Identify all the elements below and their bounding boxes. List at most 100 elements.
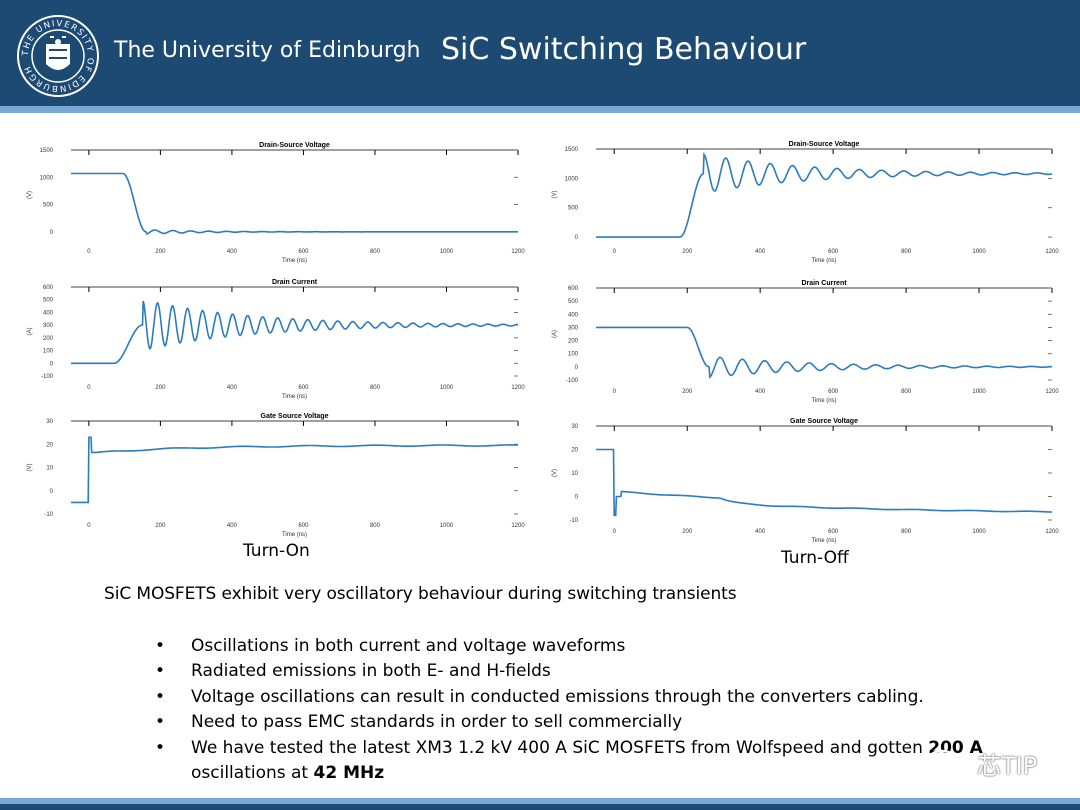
- x-tick-label: 1200: [511, 249, 525, 255]
- y-tick-label: 1000: [40, 175, 54, 181]
- bullet-dot: •: [155, 636, 166, 656]
- header-strip: [0, 106, 1080, 113]
- y-tick-label: 30: [571, 424, 578, 430]
- intro-text: SiC MOSFETS exhibit very oscillatory beh…: [104, 584, 737, 604]
- x-tick-label: 1200: [1045, 529, 1059, 535]
- y-tick-label: 300: [568, 325, 579, 331]
- bullet-item: • Voltage oscillations can result in cond…: [155, 685, 1035, 710]
- bullet-dot: •: [155, 712, 166, 733]
- x-tick-label: 200: [155, 249, 166, 255]
- x-tick-label: 1000: [440, 523, 454, 529]
- chart-panel: Drain-Source Voltage 0 200 400 600 800 1000 120…: [27, 142, 525, 264]
- x-tick-label: 800: [370, 523, 381, 529]
- y-tick-label: 0: [575, 365, 579, 371]
- bullet-item: • Radiated emissions in both E- and H-fie…: [155, 659, 1035, 684]
- series-line: [71, 436, 518, 504]
- watermark-text: 芯TIP: [977, 752, 1038, 780]
- chat-bubble-icon: [925, 749, 968, 778]
- x-tick-label: 0: [87, 523, 91, 529]
- x-tick-label: 1000: [972, 249, 986, 255]
- series-line: [596, 326, 1053, 379]
- y-tick-label: 100: [568, 352, 579, 358]
- x-tick-label: 800: [370, 249, 381, 255]
- y-tick-label: 0: [50, 230, 54, 236]
- y-tick-label: 500: [43, 203, 54, 209]
- y-tick-label: 600: [568, 286, 579, 292]
- y-tick-label: 1000: [565, 176, 579, 182]
- x-tick-label: 0: [613, 529, 617, 535]
- x-tick-label: 1200: [1045, 249, 1059, 255]
- x-tick-label: 800: [901, 529, 912, 535]
- y-tick-label: 300: [43, 323, 54, 329]
- x-tick-label: 600: [298, 249, 309, 255]
- chart-title: Drain Current: [801, 280, 847, 287]
- bullet-text-mid: oscillations at: [191, 763, 314, 784]
- chart-panel: Drain Current 0 200 400 600 800 1000 1200 -100 0 1…: [552, 280, 1059, 404]
- y-tick-label: 20: [571, 448, 578, 454]
- y-tick-label: -100: [41, 374, 54, 380]
- y-tick-label: 500: [43, 298, 54, 304]
- watermark: 芯TIP: [925, 744, 1055, 784]
- chart-panel: Drain Current 0 200 400 600 800 1000 1200 -100 0 1…: [27, 279, 525, 400]
- x-tick-label: 1200: [511, 385, 525, 391]
- y-tick-label: 600: [43, 285, 54, 291]
- y-tick-label: 10: [46, 466, 53, 472]
- chart-title: Gate Source Voltage: [790, 418, 858, 425]
- x-tick-label: 1000: [440, 385, 454, 391]
- x-axis-label: Time (ns): [282, 394, 307, 400]
- bullet-item: • Need to pass EMC standards in order to …: [155, 710, 1035, 735]
- y-tick-label: 0: [575, 235, 579, 241]
- bullet-bold-current: 200 A: [928, 737, 983, 758]
- x-tick-label: 0: [613, 389, 617, 395]
- y-tick-label: 200: [43, 336, 54, 342]
- x-axis-label: Time (ns): [811, 538, 836, 544]
- y-tick-label: 0: [50, 489, 54, 495]
- turn-off-caption: Turn-Off: [781, 548, 849, 568]
- y-axis-label: (V): [552, 191, 558, 199]
- y-tick-label: 500: [568, 206, 579, 212]
- turn-on-figure: Drain-Source Voltage 0 200 400 600 800 1000 120…: [26, 136, 532, 544]
- slide-header: THE UNIVERSITY OF EDINBURGH The Universi…: [0, 0, 1080, 106]
- x-tick-label: 200: [682, 529, 693, 535]
- x-axis-label: Time (ns): [811, 398, 836, 404]
- x-tick-label: 0: [87, 385, 91, 391]
- bullet-bold-frequency: 42 MHz: [313, 763, 385, 784]
- y-tick-label: 30: [46, 419, 53, 425]
- bullet-item: • We have tested the latest XM3 1.2 kV 40…: [155, 736, 1035, 787]
- y-tick-label: 20: [46, 442, 53, 448]
- x-tick-label: 800: [370, 385, 381, 391]
- x-axis-label: Time (ns): [282, 532, 307, 538]
- x-tick-label: 400: [227, 249, 238, 255]
- chart-title: Gate Source Voltage: [261, 413, 329, 420]
- y-tick-label: -10: [569, 518, 578, 524]
- chart-title: Drain-Source Voltage: [789, 141, 860, 148]
- bullet-text: We have tested the latest XM3 1.2 kV 400…: [191, 737, 929, 758]
- x-tick-label: 200: [682, 389, 693, 395]
- bullet-dot: •: [155, 661, 166, 682]
- y-tick-label: 0: [575, 495, 579, 501]
- x-tick-label: 1000: [440, 249, 454, 255]
- y-tick-label: 100: [43, 349, 54, 355]
- university-crest-icon: THE UNIVERSITY OF EDINBURGH: [17, 15, 99, 97]
- footer-line: [0, 804, 1080, 810]
- series-line: [71, 172, 518, 235]
- x-tick-label: 800: [901, 249, 912, 255]
- bullet-dot: •: [155, 737, 166, 758]
- bullet-list: • Oscillations in both current and voltag…: [155, 634, 1035, 786]
- x-tick-label: 800: [901, 389, 912, 395]
- bullet-text: Oscillations in both current and voltage…: [191, 636, 626, 656]
- x-axis-label: Time (ns): [811, 258, 836, 264]
- series-line: [71, 300, 518, 365]
- x-tick-label: 200: [155, 385, 166, 391]
- bullet-item: • Oscillations in both current and voltag…: [155, 634, 1035, 659]
- chart-title: Drain Current: [272, 279, 318, 286]
- university-name: The University of Edinburgh: [114, 38, 421, 63]
- x-tick-label: 600: [828, 389, 839, 395]
- y-tick-label: 400: [43, 310, 54, 316]
- x-tick-label: 600: [828, 249, 839, 255]
- x-tick-label: 1000: [972, 389, 986, 395]
- x-tick-label: 1000: [972, 529, 986, 535]
